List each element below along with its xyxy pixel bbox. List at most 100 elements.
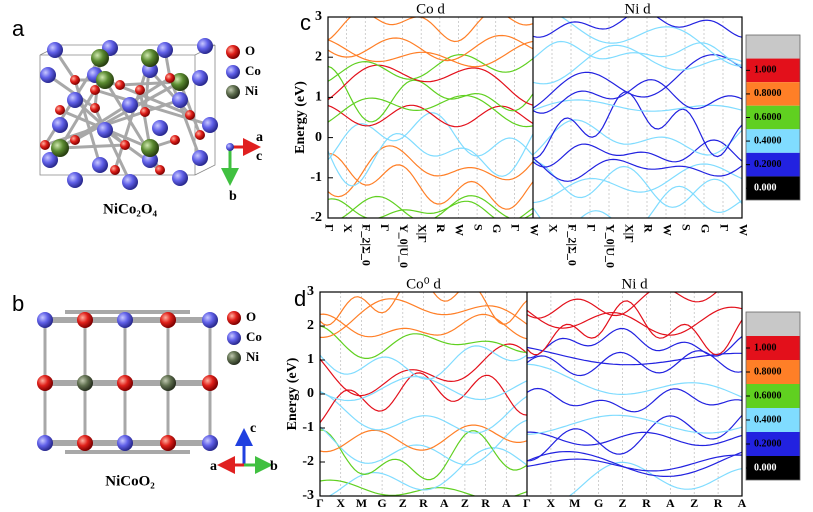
band [526, 431, 742, 447]
kpoint-label: Γ [584, 224, 598, 232]
colorbar-label: 0.2000 [754, 159, 782, 170]
y-tick-label: 1 [315, 90, 322, 105]
kpoint-label: Γ [717, 224, 731, 232]
band [532, 163, 742, 204]
colorbar-swatch [746, 432, 800, 456]
band [526, 454, 742, 472]
atom [172, 170, 188, 186]
atom [122, 174, 138, 190]
band [328, 132, 534, 187]
band [328, 53, 534, 82]
y-tick-label: -1 [310, 170, 322, 185]
kpoint-label: F_2|Σ_0 [360, 224, 374, 266]
y-tick-label: 3 [315, 9, 322, 24]
band [320, 376, 528, 402]
atom [77, 375, 93, 391]
kpoint-label: W [453, 224, 467, 236]
axis-label: b [229, 189, 237, 204]
axis-label: c [250, 421, 256, 436]
atom [97, 122, 113, 138]
legend-label: Ni [245, 83, 258, 98]
band [320, 424, 528, 453]
half-title: Co d [416, 1, 445, 17]
kpoint-label: G [594, 496, 603, 510]
legend-label: Co [245, 63, 261, 78]
colorbar-label: 0.000 [754, 183, 777, 194]
half-title: Ni d [621, 276, 648, 292]
atom [226, 85, 240, 99]
formula: NiCo₂O₄ [103, 201, 157, 217]
atom [195, 130, 205, 140]
kpoint-label: M [569, 496, 580, 510]
bond [113, 57, 152, 171]
atom [47, 42, 63, 58]
atom [120, 140, 130, 150]
kpoint-label: Z [461, 496, 469, 510]
y-tick-label: 3 [307, 284, 314, 299]
band [568, 461, 742, 496]
band [526, 306, 742, 336]
atom [160, 435, 176, 451]
band [532, 79, 742, 114]
y-tick-label: 2 [315, 49, 322, 64]
band-lines [320, 292, 742, 496]
atom [70, 75, 80, 85]
atom [117, 435, 133, 451]
band [560, 17, 742, 67]
kpoint-label: Y_0|U_0 [603, 224, 617, 268]
kpoint-label: R [641, 224, 655, 233]
atom [55, 105, 65, 115]
half-title: Co⁰ d [406, 276, 441, 292]
colorbar-swatch [746, 360, 800, 384]
kpoint-label: R [642, 496, 651, 510]
atom [202, 117, 218, 133]
atom [202, 435, 218, 451]
atom [172, 92, 188, 108]
band [526, 350, 742, 377]
y-tick-label: -1 [302, 420, 314, 435]
colorbar-swatch [746, 408, 800, 432]
band [328, 153, 534, 210]
band [320, 391, 528, 434]
band [532, 17, 742, 38]
kpoint-label: G [377, 496, 386, 510]
colorbar-swatch [746, 82, 800, 106]
band [532, 185, 742, 218]
atom [197, 38, 213, 54]
atom [227, 331, 241, 345]
y-tick-label: 2 [307, 318, 314, 333]
colorbar-swatch [746, 35, 800, 59]
colorbar-swatch [746, 176, 800, 200]
kpoint-label: A [502, 496, 511, 510]
colorbar-swatch [746, 312, 800, 336]
kpoint-label: A [666, 496, 675, 510]
band [526, 414, 742, 435]
atom [141, 49, 159, 67]
band-lines [328, 17, 742, 218]
atom [96, 71, 114, 89]
colorbar-swatch [746, 336, 800, 360]
atom [37, 435, 53, 451]
kpoint-label: S [679, 224, 693, 231]
axis-label: c [256, 149, 262, 164]
kpoint-label: W [660, 224, 674, 236]
atom [90, 103, 100, 113]
atom [155, 165, 165, 175]
kpoint-label: S [471, 224, 485, 231]
band [328, 94, 534, 128]
colorbar-label: 0.6000 [754, 112, 782, 123]
atom [117, 312, 133, 328]
band [532, 157, 742, 182]
colorbar-label: 0.8000 [754, 366, 782, 377]
kpoint-label: R [481, 496, 490, 510]
atom [192, 70, 208, 86]
atom [141, 139, 159, 157]
y-axis-label: Energy (eV) [293, 81, 308, 154]
kpoint-label: W [736, 224, 750, 236]
band [328, 198, 534, 218]
atom [115, 80, 125, 90]
band [526, 415, 742, 462]
kpoint-label: Z [690, 496, 698, 510]
band [532, 44, 742, 85]
kpoint-label: Γ [316, 496, 324, 510]
